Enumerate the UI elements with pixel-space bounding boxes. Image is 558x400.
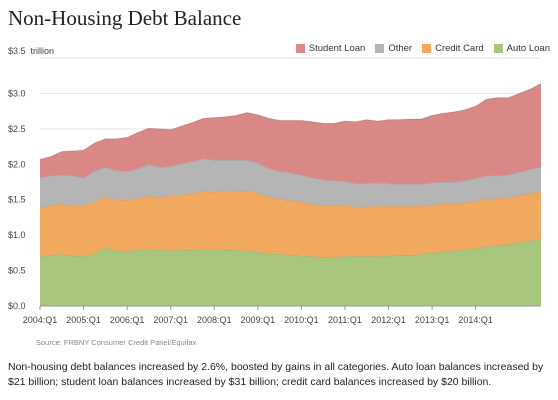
source-note: Source: FRBNY Consumer Credit Panel/Equi…: [36, 338, 197, 347]
y-tick-label: $3.0: [8, 88, 26, 98]
legend-label: Auto Loan: [506, 43, 550, 54]
legend-swatch: [493, 44, 503, 53]
area-other: [40, 158, 541, 208]
y-tick-label: $2.5: [8, 124, 26, 134]
x-tick-label: 2012:Q1: [371, 315, 406, 325]
caption-text: Non-housing debt balances increased by 2…: [8, 361, 544, 388]
x-tick-label: 2010:Q1: [284, 315, 319, 325]
y-tick-label: $1.0: [8, 230, 26, 240]
y-axis-unit: $3.5 trillion: [8, 46, 54, 56]
stacked-area-chart: $0.0 $0.5 $1.0 $1.5 $2.0 $2.5 $3.0 2004:Q1 2005:…: [8, 57, 542, 325]
x-tick-label: 2005:Q1: [66, 315, 101, 325]
x-tick-label: 2014:Q1: [458, 315, 493, 325]
area-student-loan: [40, 83, 541, 185]
area-credit-card: [40, 190, 541, 258]
legend-item-student-loan: Student Loan: [295, 43, 366, 54]
legend-swatch: [295, 44, 305, 53]
area-series: [39, 83, 542, 306]
edge-student-loan: [39, 83, 542, 160]
area-auto-loan: [40, 239, 541, 306]
chart-title: Non-Housing Debt Balance: [8, 6, 242, 30]
y-tick-label: $1.5: [8, 195, 26, 205]
y-tick-label: $2.0: [8, 159, 26, 169]
legend-item-other: Other: [375, 43, 412, 54]
x-tick-label: 2007:Q1: [153, 315, 188, 325]
x-tick-label: 2006:Q1: [110, 315, 145, 325]
x-tick-label: 2011:Q1: [328, 315, 362, 325]
chart-legend: Student Loan Other Credit Card Auto Loan: [295, 43, 550, 54]
legend-label: Other: [388, 43, 413, 54]
x-tick-label: 2013:Q1: [415, 315, 450, 325]
legend-item-auto-loan: Auto Loan: [493, 43, 550, 54]
unit-label: trillion: [30, 46, 55, 56]
y-tick-label: $0.5: [8, 266, 26, 276]
axes: $0.0 $0.5 $1.0 $1.5 $2.0 $2.5 $3.0 2004:Q1 2005:…: [8, 88, 541, 325]
legend-item-credit-card: Credit Card: [422, 43, 484, 54]
x-tick-label: 2009:Q1: [241, 315, 276, 325]
x-tick-label: 2004:Q1: [23, 315, 58, 325]
legend-label: Student Loan: [308, 43, 366, 54]
x-tick-label: 2008:Q1: [197, 315, 232, 325]
legend-swatch: [375, 44, 385, 53]
unit-top-tick: $3.5: [8, 46, 26, 56]
legend-swatch: [422, 44, 432, 53]
legend-label: Credit Card: [435, 43, 484, 54]
y-tick-label: $0.0: [8, 301, 26, 311]
